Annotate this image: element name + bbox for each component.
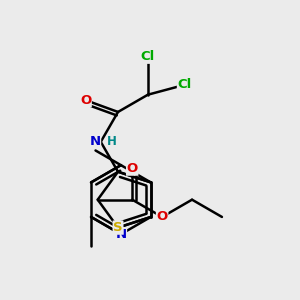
Text: O: O: [127, 162, 138, 175]
Text: Cl: Cl: [178, 78, 192, 92]
Text: N: N: [116, 228, 127, 241]
Text: S: S: [113, 221, 123, 234]
Text: H: H: [107, 135, 117, 148]
Text: O: O: [80, 94, 91, 106]
Text: Cl: Cl: [141, 50, 155, 63]
Text: O: O: [157, 210, 168, 224]
Text: N: N: [89, 135, 100, 148]
